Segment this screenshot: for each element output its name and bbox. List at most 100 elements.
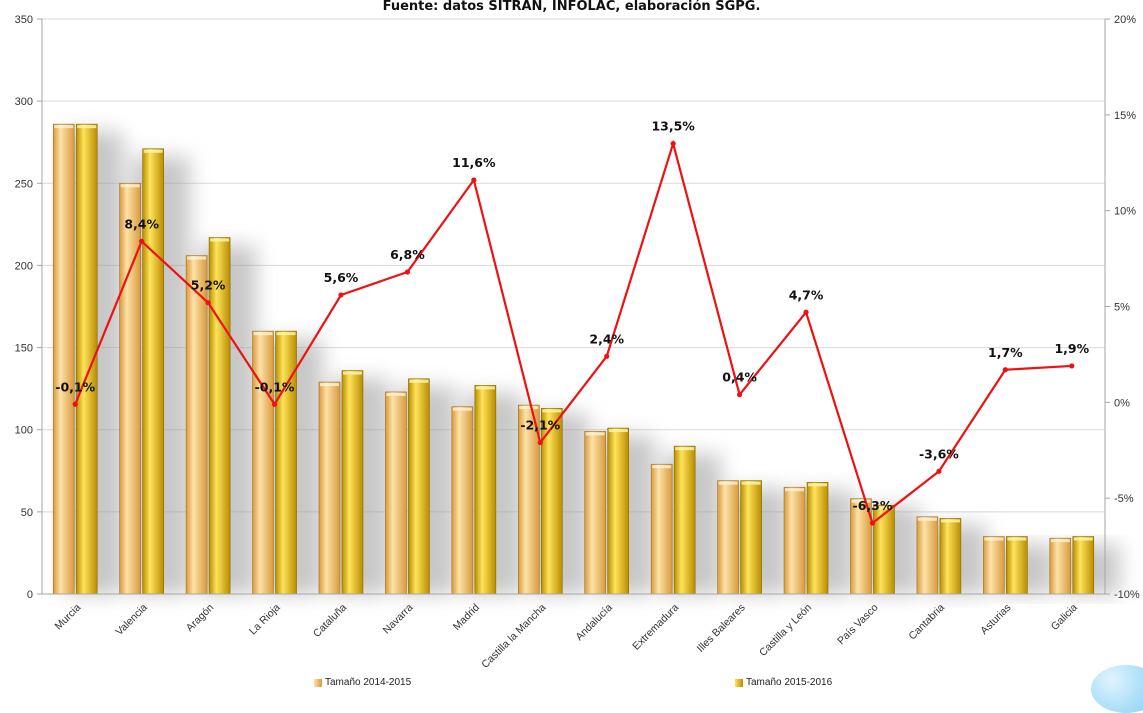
y2-tick-label: 0% [1114, 397, 1130, 409]
data-label: 6,8% [390, 247, 425, 262]
variation-point [338, 292, 344, 298]
y-tick-label: 100 [15, 425, 33, 437]
bar-bevel-top [276, 332, 296, 336]
bar-bevel-top [54, 125, 74, 129]
legend-item-2015-2016: Tamaño 2015-2016 [735, 677, 832, 688]
variation-point [271, 401, 278, 407]
x-tick-label: Andalucía [573, 602, 615, 644]
bar-bevel-top [675, 447, 695, 451]
bar-2014-2015 [52, 123, 75, 595]
bar-bevel-top [652, 465, 672, 469]
bar-bevel-top [120, 184, 140, 188]
data-label: 0,4% [722, 370, 757, 385]
y2-tick-label: 5% [1114, 302, 1130, 314]
bar-2015-2016 [806, 481, 829, 595]
bar-bevel-top [1073, 537, 1093, 541]
variation-point [537, 439, 543, 446]
legend-swatch-2015-2016 [735, 678, 743, 687]
corner-decoration [1091, 665, 1143, 713]
y-tick-label: 0 [27, 589, 33, 601]
data-label: -0,1% [55, 379, 95, 394]
bar-2015-2016 [408, 378, 430, 595]
bar-bevel-top [187, 256, 207, 260]
data-label: 1,7% [988, 345, 1023, 360]
bar-2014-2015 [517, 404, 540, 595]
bar-bevel-top [718, 481, 738, 485]
x-tick-label: Castilla y León [757, 602, 814, 659]
data-label: 11,6% [452, 155, 496, 170]
bar-bevel-top [874, 506, 894, 510]
bar-bevel-top [542, 409, 562, 413]
data-label: 1,9% [1054, 341, 1089, 356]
y2-tick-label: 10% [1114, 206, 1136, 218]
y-tick-label: 250 [15, 178, 33, 190]
data-label: 5,2% [191, 278, 226, 293]
bar-bevel-top [409, 379, 429, 383]
bar-bevel-top [475, 386, 495, 390]
bar-2014-2015 [385, 391, 407, 595]
y2-tick-label: 20% [1114, 14, 1136, 26]
variation-point [936, 468, 942, 474]
data-label: -0,1% [255, 379, 295, 394]
data-label: 5,6% [324, 270, 359, 285]
variation-point [869, 520, 876, 526]
variation-point [604, 353, 610, 359]
y-tick-label: 150 [15, 343, 33, 355]
bar-bevel-top [608, 429, 628, 433]
bar-bevel-top [253, 332, 273, 336]
bar-2014-2015 [783, 486, 806, 595]
y2-tick-label: -5% [1114, 493, 1134, 505]
data-label: 2,4% [589, 331, 624, 346]
x-tick-label: Navarra [381, 602, 416, 637]
y-tick-label: 350 [15, 14, 33, 26]
chart-subtitle: Fuente: datos SITRAN, INFOLAC, elaboraci… [382, 0, 761, 14]
bar-bevel-top [851, 499, 871, 503]
bar-bevel-top [386, 392, 406, 396]
bar-bevel-top [319, 383, 339, 387]
bar-2015-2016 [1072, 536, 1095, 595]
bar-bevel-top [342, 371, 362, 375]
bar-bevel-top [984, 537, 1004, 541]
bar-2014-2015 [1049, 537, 1072, 595]
bar-2014-2015 [252, 330, 274, 595]
bar-2014-2015 [983, 536, 1005, 595]
x-tick-label: La Rioja [247, 602, 283, 638]
bar-bevel-top [519, 406, 539, 410]
bar-bevel-top [143, 149, 163, 153]
bar-bevel-top [1050, 539, 1070, 543]
variation-point [736, 392, 743, 398]
variation-point [72, 401, 78, 407]
bar-2014-2015 [650, 463, 673, 595]
variation-point [139, 238, 145, 244]
bar-bevel-top [1007, 537, 1027, 541]
y-tick-label: 300 [15, 96, 33, 108]
bar-bevel-top [210, 238, 230, 242]
data-label: 4,7% [789, 287, 824, 302]
bar-bevel-top [940, 519, 960, 523]
bar-2014-2015 [916, 516, 939, 595]
bar-bevel-top [77, 125, 97, 129]
y2-tick-label: 15% [1114, 110, 1136, 122]
bar-line-chart: 0 50 100 150 200 250 300 350 -10% -5% 0% 5% 10% 15% 20… [15, 14, 1140, 671]
bar-2015-2016 [939, 518, 962, 595]
x-tick-label: Aragón [184, 602, 217, 635]
bar-2014-2015 [119, 182, 141, 595]
bar-2015-2016 [673, 445, 696, 595]
y-tick-label: 200 [15, 260, 33, 272]
bar-bevel-top [808, 483, 828, 487]
bar-2015-2016 [740, 480, 762, 595]
bar-2015-2016 [1006, 536, 1028, 595]
bar-2014-2015 [717, 480, 739, 595]
legend-swatch-2014-2015 [314, 678, 322, 687]
bar-2014-2015 [451, 406, 474, 595]
x-tick-label: Extremadura [630, 602, 681, 653]
variation-point [404, 269, 411, 275]
variation-point [670, 140, 676, 147]
y-tick-label: 50 [21, 507, 33, 519]
data-label: -3,6% [919, 446, 959, 461]
bar-2015-2016 [275, 330, 297, 595]
bar-2015-2016 [607, 427, 630, 595]
x-tick-label: Illes Baleares [695, 602, 748, 655]
bar-2014-2015 [584, 431, 607, 595]
variation-point [1069, 363, 1075, 369]
